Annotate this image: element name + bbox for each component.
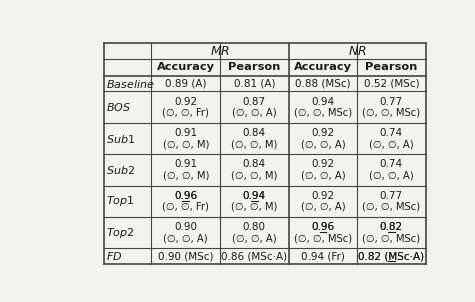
Text: (∅, ∅, M): (∅, ∅, M) [162, 139, 209, 149]
Text: (∅, ∅, M): (∅, ∅, M) [231, 171, 277, 181]
Text: 0.84: 0.84 [243, 128, 266, 138]
Text: (∅, ∅, A): (∅, ∅, A) [301, 171, 345, 181]
Text: 0.86 (MSc·A): 0.86 (MSc·A) [221, 251, 287, 261]
Text: 0.96: 0.96 [311, 222, 334, 232]
Text: $\mathit{BOS}$: $\mathit{BOS}$ [106, 101, 131, 113]
Text: 0.82: 0.82 [380, 222, 403, 232]
Text: 0.87: 0.87 [243, 97, 266, 107]
Text: (∅, ∅, A): (∅, ∅, A) [301, 139, 345, 149]
Text: 0.96: 0.96 [174, 191, 197, 201]
Text: 0.82: 0.82 [380, 222, 403, 232]
Text: $\mathit{MR}$: $\mathit{MR}$ [210, 45, 230, 58]
Text: 0.96: 0.96 [174, 191, 197, 201]
Text: (∅, ∅, Fr): (∅, ∅, Fr) [162, 202, 209, 212]
Text: (∅, ∅, MSc): (∅, ∅, MSc) [294, 108, 352, 118]
Text: Accuracy: Accuracy [294, 63, 352, 72]
Text: (∅, ∅, MSc): (∅, ∅, MSc) [294, 233, 352, 243]
Text: (∅, ∅, A): (∅, ∅, A) [232, 108, 276, 118]
Text: 0.90: 0.90 [174, 222, 197, 232]
Text: 0.91: 0.91 [174, 128, 197, 138]
Text: (∅, ∅, A): (∅, ∅, A) [301, 202, 345, 212]
Text: (∅, ∅, MSc): (∅, ∅, MSc) [362, 108, 420, 118]
Text: 0.90 (MSc): 0.90 (MSc) [158, 251, 213, 261]
Text: 0.92: 0.92 [311, 159, 334, 169]
Text: 0.82 (MSc·A): 0.82 (MSc·A) [358, 251, 425, 261]
Text: 0.80: 0.80 [243, 222, 266, 232]
Text: 0.74: 0.74 [380, 128, 403, 138]
Text: $\mathit{Sub1}$: $\mathit{Sub1}$ [106, 133, 135, 145]
Text: (∅, ∅, A): (∅, ∅, A) [232, 233, 276, 243]
Text: 0.77: 0.77 [380, 97, 403, 107]
Text: (∅, ∅, M): (∅, ∅, M) [162, 171, 209, 181]
Text: 0.82 (MSc·A): 0.82 (MSc·A) [358, 251, 425, 261]
Text: 0.74: 0.74 [380, 159, 403, 169]
Text: Accuracy: Accuracy [157, 63, 215, 72]
Text: $\mathit{Sub2}$: $\mathit{Sub2}$ [106, 164, 135, 176]
Text: $\mathit{FD}$: $\mathit{FD}$ [106, 250, 122, 262]
Text: (∅, ∅, MSc): (∅, ∅, MSc) [362, 202, 420, 212]
Text: 0.96: 0.96 [311, 222, 334, 232]
Text: $\mathit{NR}$: $\mathit{NR}$ [348, 45, 367, 58]
Text: 0.92: 0.92 [311, 128, 334, 138]
Text: (∅, ∅, M): (∅, ∅, M) [231, 202, 277, 212]
Text: 0.92: 0.92 [311, 191, 334, 201]
Text: 0.94: 0.94 [243, 191, 266, 201]
Text: (∅, ∅, A): (∅, ∅, A) [163, 233, 208, 243]
Text: 0.94: 0.94 [243, 191, 266, 201]
Text: 0.94 (Fr): 0.94 (Fr) [301, 251, 345, 261]
Text: 0.91: 0.91 [174, 159, 197, 169]
Text: 0.88 (MSc): 0.88 (MSc) [295, 79, 351, 88]
Text: 0.94: 0.94 [311, 97, 334, 107]
Text: 0.89 (A): 0.89 (A) [165, 79, 207, 88]
Text: Pearson: Pearson [228, 63, 280, 72]
Text: 0.92: 0.92 [174, 97, 197, 107]
Text: Pearson: Pearson [365, 63, 418, 72]
Text: $\mathit{Top1}$: $\mathit{Top1}$ [106, 194, 134, 208]
Text: 0.77: 0.77 [380, 191, 403, 201]
Text: (∅, ∅, A): (∅, ∅, A) [369, 171, 414, 181]
Text: 0.84: 0.84 [243, 159, 266, 169]
Text: 0.52 (MSc): 0.52 (MSc) [363, 79, 419, 88]
Text: (∅, ∅, Fr): (∅, ∅, Fr) [162, 108, 209, 118]
Text: (∅, ∅, M): (∅, ∅, M) [231, 139, 277, 149]
Text: 0.81 (A): 0.81 (A) [234, 79, 275, 88]
Text: (∅, ∅, MSc): (∅, ∅, MSc) [362, 233, 420, 243]
Text: $\mathit{Baseline}$: $\mathit{Baseline}$ [106, 78, 154, 90]
Text: $\mathit{Top2}$: $\mathit{Top2}$ [106, 226, 134, 240]
Text: (∅, ∅, A): (∅, ∅, A) [369, 139, 414, 149]
